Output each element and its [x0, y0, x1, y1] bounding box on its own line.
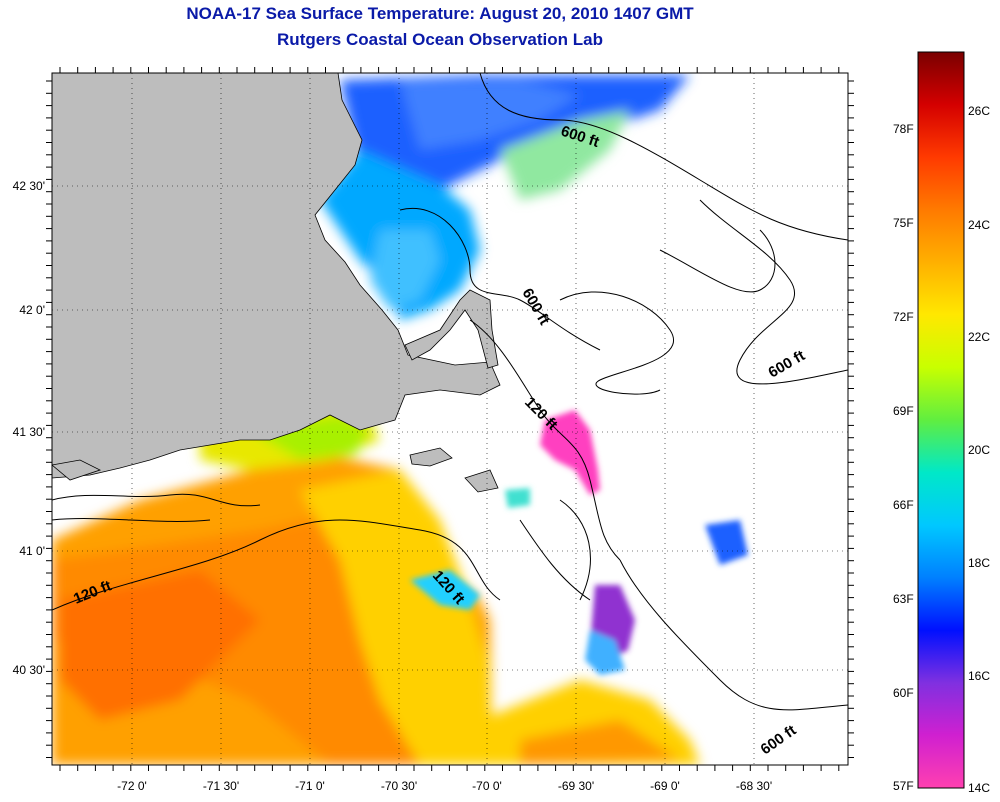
bathymetry-contours [52, 73, 848, 711]
axis-ticks [46, 67, 854, 771]
map-title: NOAA-17 Sea Surface Temperature: August … [186, 4, 694, 23]
landmass [52, 73, 501, 493]
latitude-axis: 42 30' 42 0' 41 30' 41 0' 40 30' [13, 179, 45, 677]
longitude-label: -70 30' [381, 779, 417, 793]
lat-lon-grid [52, 73, 848, 765]
longitude-axis: -72 0' -71 30' -71 0' -70 30' -70 0' -69… [117, 779, 772, 793]
latitude-label: 40 30' [13, 663, 45, 677]
longitude-label: -70 0' [472, 779, 502, 793]
longitude-label: -69 0' [650, 779, 680, 793]
longitude-label: -72 0' [117, 779, 147, 793]
longitude-label: -71 30' [203, 779, 239, 793]
longitude-label: -68 30' [736, 779, 772, 793]
longitude-label: -69 30' [558, 779, 594, 793]
map-border [51, 72, 849, 766]
latitude-label: 41 30' [13, 425, 45, 439]
latitude-label: 41 0' [19, 544, 45, 558]
latitude-label: 42 30' [13, 179, 45, 193]
latitude-label: 42 0' [19, 303, 45, 317]
cool-water-region [320, 75, 690, 320]
map-subtitle: Rutgers Coastal Ocean Observation Lab [277, 30, 603, 49]
cold-eddy-region [410, 410, 748, 675]
longitude-label: -71 0' [295, 779, 325, 793]
